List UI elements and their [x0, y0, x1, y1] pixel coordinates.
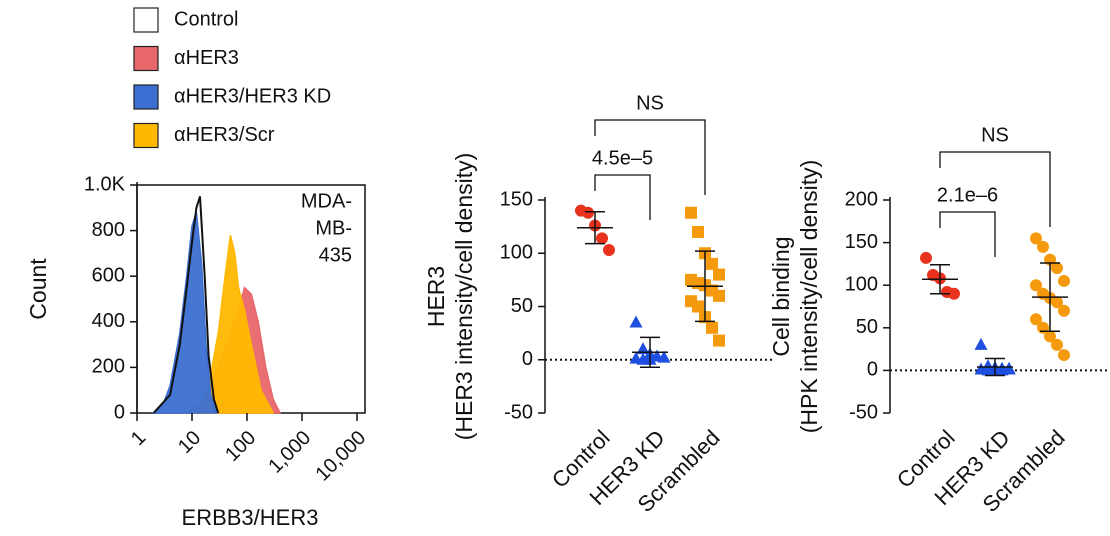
- y-tick-label: -50: [849, 401, 878, 423]
- data-point: [596, 232, 608, 245]
- x-axis-label: ERBB3/HER3: [182, 505, 319, 530]
- significance-label: NS: [981, 124, 1009, 146]
- legend-label: αHER3/HER3 KD: [174, 85, 331, 107]
- data-point: [713, 334, 725, 347]
- legend-label: αHER3/Scr: [174, 124, 275, 146]
- data-point: [1051, 296, 1063, 309]
- y-tick-label: -50: [504, 401, 533, 423]
- annotation: MB-: [315, 217, 352, 239]
- y-tick-label: 0: [867, 359, 878, 381]
- error-bar: [695, 250, 715, 323]
- data-point: [1030, 232, 1042, 245]
- annotation: MDA-: [301, 190, 352, 212]
- annotation: 435: [319, 244, 352, 266]
- x-tick-label: 10: [174, 427, 205, 458]
- x-tick-label: 1,000: [264, 427, 315, 478]
- data-point: [713, 268, 725, 281]
- data-point: [629, 315, 643, 328]
- error-bar: [640, 336, 660, 368]
- y-tick-label: 200: [92, 356, 125, 378]
- data-point: [948, 287, 960, 300]
- y-axis-label: (HPK intensity/cell density): [796, 160, 822, 434]
- data-point: [1030, 313, 1042, 326]
- legend-swatch: [133, 122, 159, 149]
- y-tick-label: 1.0K: [84, 173, 126, 195]
- data-point: [1058, 274, 1070, 287]
- significance-label: 4.5e–5: [592, 147, 653, 169]
- legend-label: αHER3: [174, 47, 239, 69]
- y-tick-label: 0: [522, 348, 533, 370]
- data-point: [1044, 330, 1056, 343]
- data-point: [692, 225, 704, 238]
- significance-label: 2.1e–6: [937, 184, 998, 206]
- y-tick-label: 100: [845, 273, 878, 295]
- y-axis-label: HER3: [423, 266, 449, 327]
- data-point: [920, 251, 932, 264]
- data-point: [1030, 279, 1042, 292]
- y-axis-label: Count: [25, 258, 51, 320]
- significance-bracket: [594, 174, 651, 220]
- y-tick-label: 800: [92, 219, 125, 241]
- data-point: [713, 289, 725, 302]
- significance-bracket: [939, 211, 996, 257]
- x-tick-label: 1: [127, 427, 150, 450]
- data-point: [582, 206, 594, 219]
- data-point: [706, 257, 718, 270]
- error-bar: [985, 357, 1005, 377]
- data-point: [706, 321, 718, 334]
- y-tick-label: 400: [92, 310, 125, 332]
- legend-label: Control: [174, 8, 238, 30]
- data-point: [1058, 304, 1070, 317]
- data-point: [974, 337, 988, 350]
- error-bar: [585, 210, 605, 245]
- y-tick-label: 50: [511, 295, 533, 317]
- data-point: [685, 206, 697, 219]
- data-point: [692, 300, 704, 313]
- x-tick-label: 10,000: [311, 427, 370, 486]
- x-tick-label: 100: [221, 427, 260, 466]
- significance-label: NS: [636, 92, 664, 114]
- histogram-curve: [152, 196, 220, 414]
- y-tick-label: 600: [92, 264, 125, 286]
- y-tick-label: 100: [500, 242, 533, 264]
- significance-bracket: [594, 119, 706, 195]
- legend-swatch: [133, 84, 159, 110]
- data-point: [1037, 240, 1049, 253]
- error-bar: [930, 264, 950, 295]
- y-tick-label: 200: [845, 188, 878, 210]
- y-tick-label: 50: [856, 316, 878, 338]
- data-point: [657, 350, 671, 363]
- legend-swatch: [133, 7, 159, 33]
- y-tick-label: 0: [114, 401, 125, 423]
- data-point: [1051, 262, 1063, 275]
- error-bar: [1040, 262, 1060, 332]
- y-tick-label: 150: [500, 188, 533, 210]
- y-tick-label: 150: [845, 231, 878, 253]
- y-axis-label: (HER3 intensity/cell density): [451, 153, 477, 441]
- data-point: [636, 342, 650, 355]
- significance-bracket: [939, 151, 1051, 227]
- legend-swatch: [133, 45, 159, 72]
- y-axis-label: Cell binding: [768, 236, 794, 356]
- data-point: [1058, 349, 1070, 362]
- data-point: [603, 244, 615, 257]
- data-point: [1051, 338, 1063, 351]
